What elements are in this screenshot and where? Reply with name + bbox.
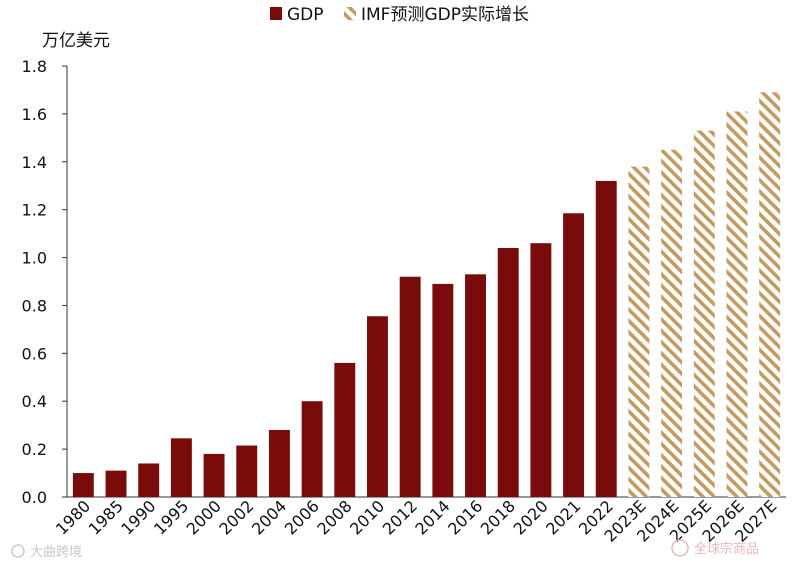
y-unit-label: 万亿美元 [42, 31, 110, 51]
y-tick-label: 1.0 [22, 249, 47, 268]
x-tick-label: 2021 [542, 496, 584, 538]
imf-forecast-bar-2024E [661, 149, 683, 498]
x-tick-label: 2006 [281, 496, 323, 538]
x-tick-label: 2020 [509, 496, 551, 538]
y-tick-label: 0.8 [22, 296, 47, 315]
y-tick-label: 0.4 [22, 392, 47, 411]
gdp-bar-2012 [399, 276, 421, 497]
y-tick-label: 0.2 [22, 440, 47, 459]
y-tick-label: 1.8 [22, 57, 47, 76]
watermark-left: 大曲跨境 [11, 544, 82, 560]
x-tick-label: 1990 [117, 496, 159, 538]
legend-swatch-imf [344, 7, 356, 20]
legend-label-imf: IMF预测GDP实际增长 [361, 5, 529, 25]
gdp-bar-2018 [497, 247, 519, 497]
imf-forecast-bar-2025E [693, 130, 715, 497]
watermark-right-text: 全球宗商品 [694, 541, 759, 557]
imf-forecast-bar-2027E [759, 92, 781, 497]
gdp-bar-2016 [465, 274, 486, 497]
x-tick-label: 2012 [379, 496, 421, 538]
x-tick-label: 2018 [477, 496, 519, 538]
gdp-bar-1995 [170, 438, 192, 497]
watermark-left-text: 大曲跨境 [30, 545, 82, 560]
legend-label-gdp: GDP [287, 5, 324, 25]
gdp-bar-2021 [563, 213, 585, 497]
x-tick-label: 2016 [444, 496, 486, 538]
x-tick-label: 1980 [52, 496, 94, 538]
x-tick-label: 1985 [85, 496, 127, 538]
legend: GDP IMF预测GDP实际增长 [270, 5, 529, 25]
y-tick-label: 1.6 [22, 105, 47, 124]
gdp-bar-2022 [595, 180, 617, 497]
y-tick-label: 1.4 [22, 153, 47, 172]
imf-forecast-bar-2023E [628, 166, 650, 498]
gdp-bar-2002 [236, 445, 258, 497]
x-tick-labels: 1980198519901995200020022004200620082010… [52, 496, 781, 545]
x-tick-label: 1995 [150, 496, 192, 538]
gdp-bar-2010 [367, 316, 388, 497]
gdp-bar-1980 [72, 473, 94, 497]
gdp-bar-1985 [105, 470, 127, 497]
x-tick-label: 2002 [215, 496, 257, 538]
legend-swatch-gdp [270, 7, 282, 20]
x-tick-label: 2008 [313, 496, 355, 538]
x-tick-label: 2004 [248, 496, 290, 538]
x-tick-label: 2000 [183, 496, 225, 538]
gdp-bar-2004 [268, 429, 290, 497]
gdp-bar-2008 [334, 362, 356, 497]
gdp-bar-2006 [301, 401, 323, 497]
x-tick-label: 2014 [411, 496, 453, 538]
bars [72, 92, 781, 498]
gdp-bar-1990 [138, 463, 160, 497]
gdp-bar-2020 [530, 243, 552, 497]
imf-forecast-bar-2026E [726, 111, 748, 497]
gdp-bar-2000 [203, 453, 225, 497]
y-ticks: 0.0 0.2 0.4 0.6 0.8 1.0 1.2 1.4 1.6 1.8 [22, 57, 67, 507]
y-tick-label: 0.6 [22, 344, 47, 363]
y-tick-label: 1.2 [22, 201, 47, 220]
x-tick-label: 2010 [346, 496, 388, 538]
watermark-right: 全球宗商品 [671, 539, 759, 557]
gdp-bar-2014 [432, 283, 454, 497]
y-tick-label: 0.0 [22, 488, 47, 507]
